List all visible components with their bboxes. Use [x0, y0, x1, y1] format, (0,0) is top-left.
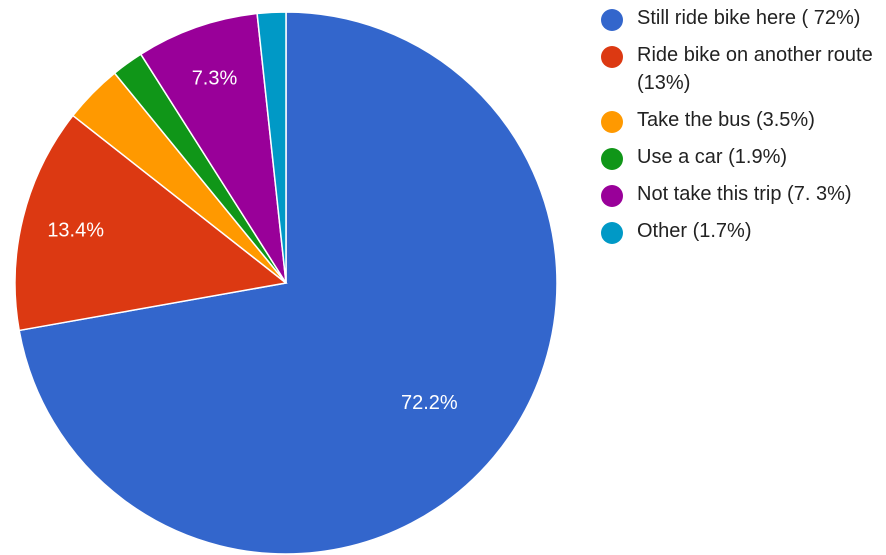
legend-swatch	[601, 148, 623, 170]
pie-data-label: 72.2%	[401, 392, 458, 414]
legend-label: Take the bus (3.5%)	[637, 109, 815, 131]
pie-data-label: 13.4%	[47, 219, 104, 241]
chart-legend: Still ride bike here ( 72%) Ride bike on …	[601, 4, 886, 254]
pie-slice	[14, 114, 288, 332]
pie-chart: 72.2% 13.4% 7.3%	[14, 11, 558, 555]
legend-item: Not take this trip (7. 3%)	[601, 180, 886, 208]
legend-label: Still ride bike here ( 72%)	[637, 7, 861, 29]
pie-slice	[256, 11, 287, 284]
legend-swatch	[601, 185, 623, 207]
legend-label: Use a car (1.9%)	[637, 146, 788, 168]
legend-swatch	[601, 222, 623, 244]
legend-item: Still ride bike here ( 72%)	[601, 4, 886, 32]
legend-swatch	[601, 9, 623, 31]
legend-swatch	[601, 111, 623, 133]
legend-swatch	[601, 46, 623, 68]
pie-data-label: 7.3%	[192, 67, 238, 89]
legend-item: Other (1.7%)	[601, 217, 886, 245]
pie-slice	[18, 11, 558, 555]
legend-label: Not take this trip (7. 3%)	[637, 183, 852, 205]
pie-slice	[139, 12, 287, 284]
legend-label: Ride bike on another route (13%)	[637, 44, 873, 94]
legend-item: Use a car (1.9%)	[601, 143, 886, 171]
legend-label: Other (1.7%)	[637, 220, 752, 242]
legend-item: Ride bike on another route (13%)	[601, 41, 886, 97]
legend-item: Take the bus (3.5%)	[601, 106, 886, 134]
